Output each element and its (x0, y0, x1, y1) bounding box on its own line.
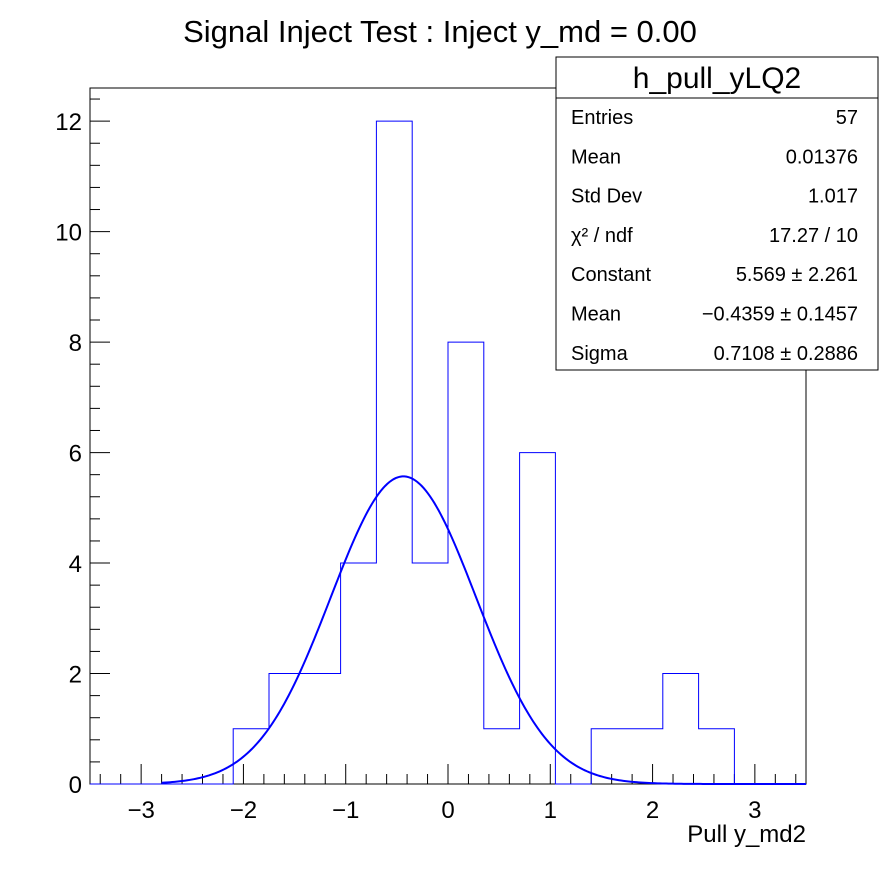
histogram-bin (269, 674, 305, 784)
x-tick-label: 2 (646, 797, 659, 824)
histogram-bin (412, 563, 448, 784)
stats-row-label: Mean (571, 304, 621, 326)
stats-row-label: Entries (571, 107, 633, 129)
stats-row-label: χ² / ndf (571, 225, 633, 247)
y-tick-label: 8 (69, 330, 82, 357)
gaussian-fit (161, 475, 806, 785)
stats-row-value: 0.7108 ± 0.2886 (714, 343, 858, 365)
y-tick-label: 12 (55, 109, 82, 136)
stats-box-frame (555, 56, 879, 371)
stats-row-value: 1.017 (808, 186, 858, 208)
histogram-bin (520, 453, 556, 784)
histogram-bins (90, 120, 806, 785)
y-tick-label: 2 (69, 662, 82, 689)
histogram-bin (376, 121, 412, 784)
histogram-bin (341, 563, 377, 784)
x-axis-label: Pull y_md2 (687, 821, 806, 848)
chart-title: Signal Inject Test : Inject y_md = 0.00 (183, 14, 697, 49)
x-tick-label: −2 (230, 797, 257, 824)
histogram-outline (90, 120, 806, 785)
stats-row-label: Constant (571, 264, 651, 286)
y-tick-label: 4 (69, 551, 82, 578)
histogram-bin (663, 674, 699, 784)
fit-curve (161, 475, 806, 785)
y-tick-label: 0 (69, 772, 82, 799)
x-tick-label: −1 (332, 797, 359, 824)
stats-row-label: Sigma (571, 343, 629, 365)
stats-row-label: Mean (571, 146, 621, 168)
stats-box: h_pull_yLQ2 Entries 57 Mean 0.01376 Std Dev 1… (555, 56, 879, 371)
histogram-bin (699, 729, 735, 784)
stats-row-label: Std Dev (571, 186, 642, 208)
x-tick-label: −3 (127, 797, 154, 824)
stats-row-value: 0.01376 (786, 146, 858, 168)
x-tick-label: 0 (441, 797, 454, 824)
y-tick-label: 6 (69, 441, 82, 468)
histogram-bin (448, 342, 484, 784)
x-tick-label: 1 (544, 797, 557, 824)
stats-row-value: 5.569 ± 2.261 (736, 264, 858, 286)
stats-row-value: −0.4359 ± 0.1457 (702, 304, 858, 326)
stats-box-title: h_pull_yLQ2 (633, 62, 801, 95)
histogram-bin (305, 674, 341, 784)
stats-row-value: 57 (836, 107, 858, 129)
x-tick-label: 3 (748, 797, 761, 824)
y-tick-label: 10 (55, 220, 82, 247)
stats-row-value: 17.27 / 10 (769, 225, 858, 247)
